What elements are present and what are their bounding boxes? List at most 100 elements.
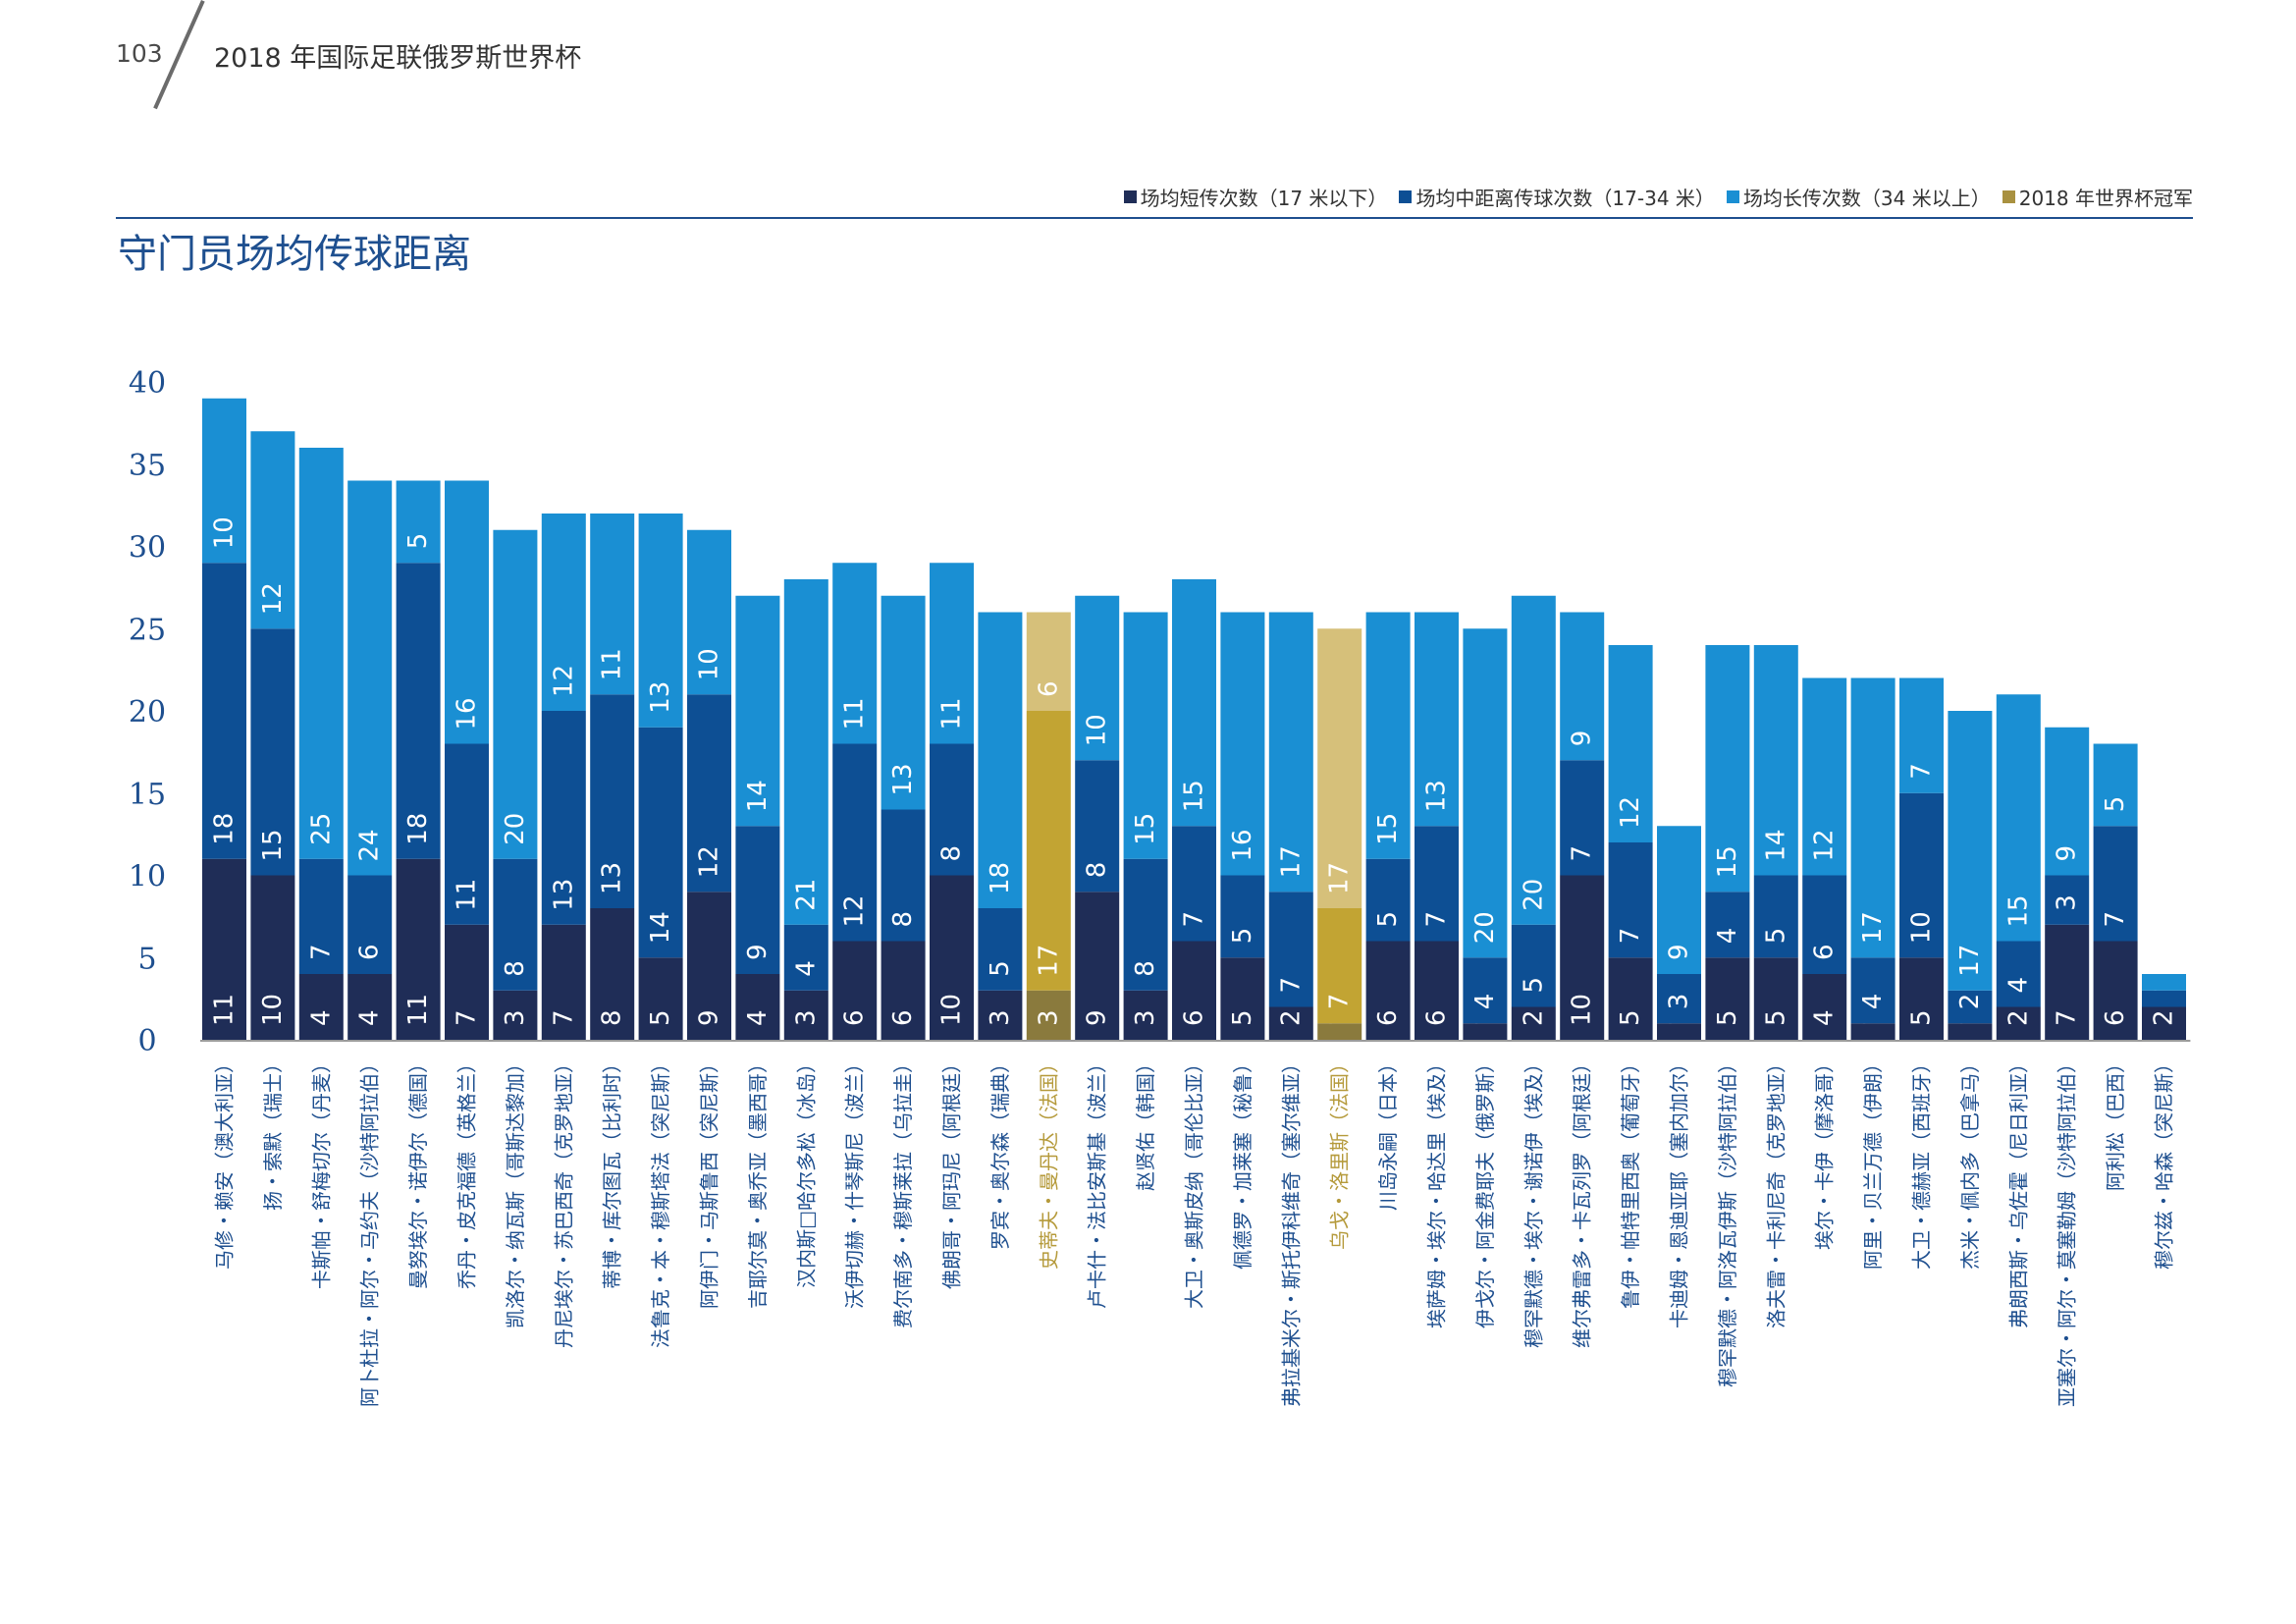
data-label-short: 5 <box>1713 1009 1742 1026</box>
data-label-short: 6 <box>840 1009 870 1026</box>
data-label-long: 14 <box>743 780 773 812</box>
data-label-short: 9 <box>1083 1009 1112 1026</box>
x-tick-label-player: 伊戈尔・阿金费耶夫（俄罗斯） <box>1473 1054 1497 1328</box>
bar-segment-short <box>1415 941 1459 1040</box>
bar-segment-medium <box>1026 711 1071 991</box>
y-tick-label: 25 <box>129 613 166 647</box>
data-label-short: 4 <box>1810 1009 1840 1026</box>
data-label-medium: 5 <box>1761 928 1790 945</box>
legend-item-short: 场均短传次数（17 米以下） <box>1123 183 1387 211</box>
chart-title: 守门员场均传球距离 <box>118 232 471 277</box>
data-label-long: 11 <box>937 697 967 730</box>
data-label-long: 16 <box>1228 829 1257 861</box>
bar-segment-long <box>881 595 926 810</box>
x-tick-label-player: 穆罕默德・埃尔・谢诺伊（埃及） <box>1522 1054 1545 1348</box>
data-label-short: 10 <box>258 994 288 1026</box>
data-label-medium: 7 <box>306 944 336 960</box>
x-tick-label-player: 马修・赖安（澳大利亚） <box>213 1054 237 1270</box>
bar-segment-long <box>347 480 393 876</box>
x-tick-label-player: 弗拉基米尔・斯托伊科维奇（塞尔维亚） <box>1279 1054 1303 1407</box>
y-tick-label: 5 <box>137 942 156 976</box>
bar-segment-short <box>1899 957 1944 1040</box>
data-label-medium: 7 <box>1325 994 1355 1010</box>
bar-segment-long <box>202 398 246 564</box>
bar-segment-short <box>1657 1023 1701 1040</box>
bar-segment-long <box>1463 628 1508 958</box>
x-tick-label-player: 亚塞尔・阿尔・莫塞勒姆（沙特阿拉伯） <box>2056 1054 2079 1407</box>
data-label-short: 8 <box>598 1009 627 1026</box>
bar-segment-short <box>783 990 828 1040</box>
bar-segment-short <box>832 941 878 1040</box>
x-tick-label-player: 阿利松（巴西） <box>2104 1054 2127 1191</box>
data-label-long: 12 <box>258 582 288 615</box>
bar-segment-medium <box>298 858 344 974</box>
data-label-short: 4 <box>306 1009 336 1026</box>
data-label-long: 13 <box>646 681 675 714</box>
data-label-short: 5 <box>1616 1009 1645 1026</box>
data-label-long: 17 <box>1955 945 1985 977</box>
data-label-medium: 4 <box>1713 928 1742 945</box>
bar-segment-medium <box>1511 924 1556 1007</box>
bar-segment-long <box>1948 711 1993 991</box>
bar-segment-long <box>978 612 1023 908</box>
bar-segment-short <box>396 858 441 1040</box>
data-label-short: 10 <box>1568 994 1597 1026</box>
x-tick-label-player: 曼努埃尔・诺伊尔（德国） <box>406 1054 430 1289</box>
bar-segment-medium <box>638 727 683 958</box>
data-label-medium: 5 <box>986 960 1015 977</box>
bar-segment-short <box>2093 941 2138 1040</box>
data-label-medium: 17 <box>1034 945 1063 977</box>
data-label-long: 6 <box>1034 680 1063 697</box>
bar-segment-long <box>1753 645 1798 876</box>
data-label-medium: 11 <box>453 879 482 911</box>
data-label-short: 3 <box>791 1009 821 1026</box>
data-label-medium: 8 <box>501 960 530 977</box>
data-label-long: 15 <box>1713 845 1742 878</box>
data-label-short: 3 <box>501 1009 530 1026</box>
data-label-medium: 7 <box>2101 911 2130 928</box>
data-label-short: 6 <box>1422 1009 1452 1026</box>
bar-segment-long <box>1317 628 1362 908</box>
bar-segment-short <box>1268 1006 1313 1040</box>
data-label-long: 1 <box>2150 960 2179 977</box>
data-label-short: 10 <box>937 994 967 1026</box>
bar-segment-medium <box>2142 990 2186 1007</box>
data-label-medium: 8 <box>1131 960 1160 977</box>
x-tick-label-player: 埃萨姆・埃尔・哈达里（埃及） <box>1425 1054 1449 1328</box>
data-label-long: 15 <box>1180 780 1209 812</box>
bar-segment-short <box>2142 1006 2186 1040</box>
y-tick-label: 15 <box>129 778 166 812</box>
x-tick-label-player: 川岛永嗣（日本） <box>1376 1054 1400 1211</box>
bar-segment-medium <box>978 908 1023 991</box>
x-tick-label-player: 吉耶尔莫・奥乔亚（墨西哥） <box>746 1054 770 1309</box>
bar-segment-medium <box>1705 892 1750 958</box>
data-label-short: 11 <box>210 994 240 1026</box>
legend-swatch-short <box>1123 190 1137 203</box>
data-label-short: 2 <box>2003 1009 2033 1026</box>
legend-label-medium: 场均中距离传球次数（17-34 米） <box>1415 187 1715 210</box>
bar-segment-short <box>978 990 1023 1040</box>
bar-segment-medium <box>590 694 635 908</box>
document-header-title: 2018 年国际足联俄罗斯世界杯 <box>214 43 582 74</box>
bar-segment-long <box>1850 677 1896 958</box>
bar-segment-short <box>687 892 731 1040</box>
bar-segment-medium <box>1657 974 1701 1024</box>
bar-segment-medium <box>1317 908 1362 1024</box>
data-label-long: 11 <box>840 697 870 730</box>
bar-segment-medium <box>1753 875 1798 958</box>
bar-segment-short <box>1172 941 1216 1040</box>
bar-segment-short <box>1026 990 1071 1040</box>
data-label-long: 12 <box>1810 829 1840 861</box>
data-label-medium: 8 <box>1083 862 1112 879</box>
data-label-medium: 12 <box>695 845 724 878</box>
data-label-medium: 6 <box>355 944 385 960</box>
data-label-medium: 12 <box>840 894 870 927</box>
y-tick-label: 0 <box>137 1024 156 1058</box>
bar-segment-medium <box>2093 826 2138 942</box>
bar-segment-short <box>250 875 295 1040</box>
bar-segment-short <box>541 924 586 1040</box>
x-tick-label-player: 费尔南多・穆斯莱拉（乌拉圭） <box>891 1054 915 1328</box>
bar-segment-short <box>1560 875 1605 1040</box>
bar-segment-long <box>832 563 878 744</box>
